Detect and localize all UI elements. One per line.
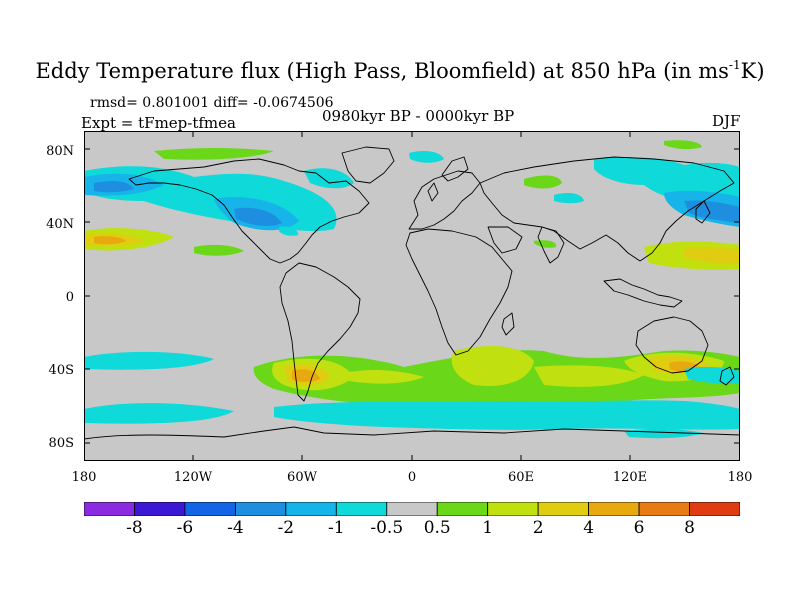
coast-madagascar: [501, 312, 515, 336]
colorbar-box: [184, 502, 236, 516]
colorbar: [84, 502, 740, 516]
colorbar-tick-label: -4: [227, 518, 244, 538]
coast-south-america: [279, 262, 361, 402]
colorbar-box: [638, 502, 690, 516]
nh-negative-patches: [84, 151, 740, 236]
lon-label-120w: 120W: [173, 470, 213, 485]
coast-japan: [695, 200, 711, 224]
colorbar-tick-label: -2: [277, 518, 295, 538]
colorbar-box: [588, 502, 640, 516]
colorbar-tick-label: 8: [684, 518, 695, 538]
colorbar-box: [386, 502, 438, 516]
colorbar-tick-label: -6: [176, 518, 194, 538]
colorbar-tick-label: 0.5: [423, 518, 451, 538]
colorbar-box: [134, 502, 186, 516]
lat-label-40n: 40N: [46, 217, 74, 232]
coast-north-america: [128, 158, 370, 264]
lon-label-120e: 120E: [612, 470, 648, 485]
period-label: 0980kyr BP - 0000kyr BP: [322, 107, 515, 125]
colorbar-box: [285, 502, 337, 516]
map-ticks: [84, 131, 740, 461]
colorbar-box: [335, 502, 388, 516]
colorbar-box: [487, 502, 539, 516]
colorbar-tick-label: -0.5: [370, 518, 404, 538]
coast-india: [537, 226, 565, 264]
stats-label: rmsd= 0.801001 diff= -0.0674506: [90, 95, 334, 111]
lon-label-180e: 180: [727, 470, 753, 485]
lon-label-180w: 180: [71, 470, 97, 485]
nh-positive-patches: [84, 140, 740, 270]
colorbar-tick-label: -1: [328, 518, 345, 538]
experiment-label: Expt = tFmep-tfmea: [81, 114, 236, 132]
coast-greenland: [341, 146, 395, 184]
coast-antarctica: [84, 426, 740, 440]
colorbar-tick-label: 1: [482, 518, 494, 538]
coast-europe: [408, 170, 481, 230]
colorbar-box: [689, 502, 740, 516]
coast-scandinavia: [441, 156, 469, 182]
lon-label-60e: 60E: [507, 470, 535, 485]
lon-label-0: 0: [407, 470, 417, 485]
colorbar-tick-label: 6: [633, 518, 645, 538]
colorbar-tick-label: -8: [126, 518, 143, 538]
coast-australia: [635, 316, 709, 374]
map-title-superscript: -1: [728, 58, 741, 72]
sh-negative-patches: [84, 351, 740, 439]
season-label: DJF: [712, 112, 741, 130]
colorbar-tick-label: 2: [532, 518, 544, 538]
map-title-tail: K): [740, 59, 765, 83]
colorbar-box: [537, 502, 590, 516]
coast-asia: [479, 156, 735, 262]
coast-africa: [405, 228, 513, 356]
lat-label-0: 0: [65, 290, 74, 305]
lat-label-80n: 80N: [46, 144, 74, 159]
lon-label-60w: 60W: [287, 470, 317, 485]
map-title: Eddy Temperature flux (High Pass, Bloomf…: [0, 58, 800, 83]
colorbar-tick-label: 4: [583, 518, 595, 538]
coast-southeast-asia-islands: [603, 278, 683, 308]
sh-positive-patches: [253, 346, 740, 406]
world-map: [84, 131, 740, 461]
lat-label-40s: 40S: [48, 363, 74, 378]
coast-new-zealand: [719, 366, 735, 386]
colorbar-box: [84, 502, 135, 516]
coastlines: [84, 146, 740, 440]
map-title-main: Eddy Temperature flux (High Pass, Bloomf…: [35, 59, 729, 83]
colorbar-box: [234, 502, 287, 516]
lat-label-80s: 80S: [48, 436, 74, 451]
coast-arabia: [487, 226, 523, 254]
coast-uk: [427, 182, 439, 202]
colorbar-box: [436, 502, 489, 516]
